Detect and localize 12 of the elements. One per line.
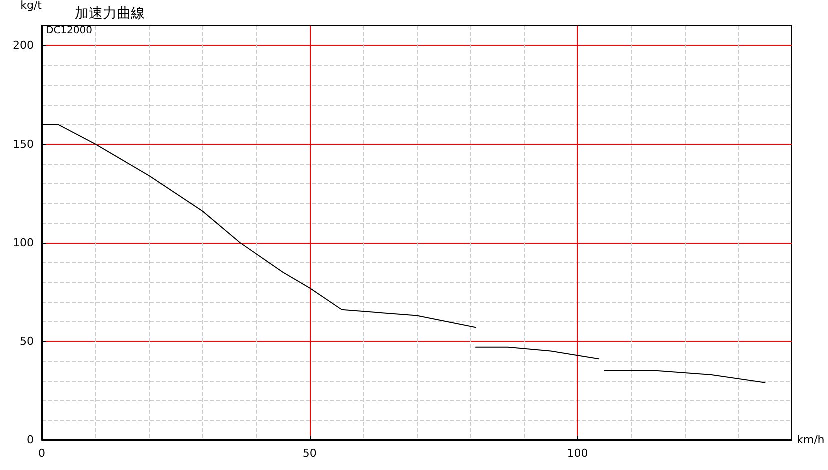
chart-title: 加速力曲線: [75, 6, 145, 22]
annotation: DC12000: [46, 26, 92, 36]
x-tick-label: 0: [38, 447, 46, 460]
x-tick-label: 100: [567, 447, 588, 460]
x-axis-title: km/h: [797, 434, 825, 446]
y-tick-label: 100: [13, 236, 34, 250]
y-tick-label: 200: [13, 39, 34, 52]
y-tick-label: 0: [27, 434, 34, 446]
y-tick-label: 50: [20, 334, 34, 348]
x-tick-label: 50: [302, 447, 317, 460]
y-tick-label: 150: [13, 138, 34, 151]
y-axis-title: kg/t: [20, 0, 43, 12]
